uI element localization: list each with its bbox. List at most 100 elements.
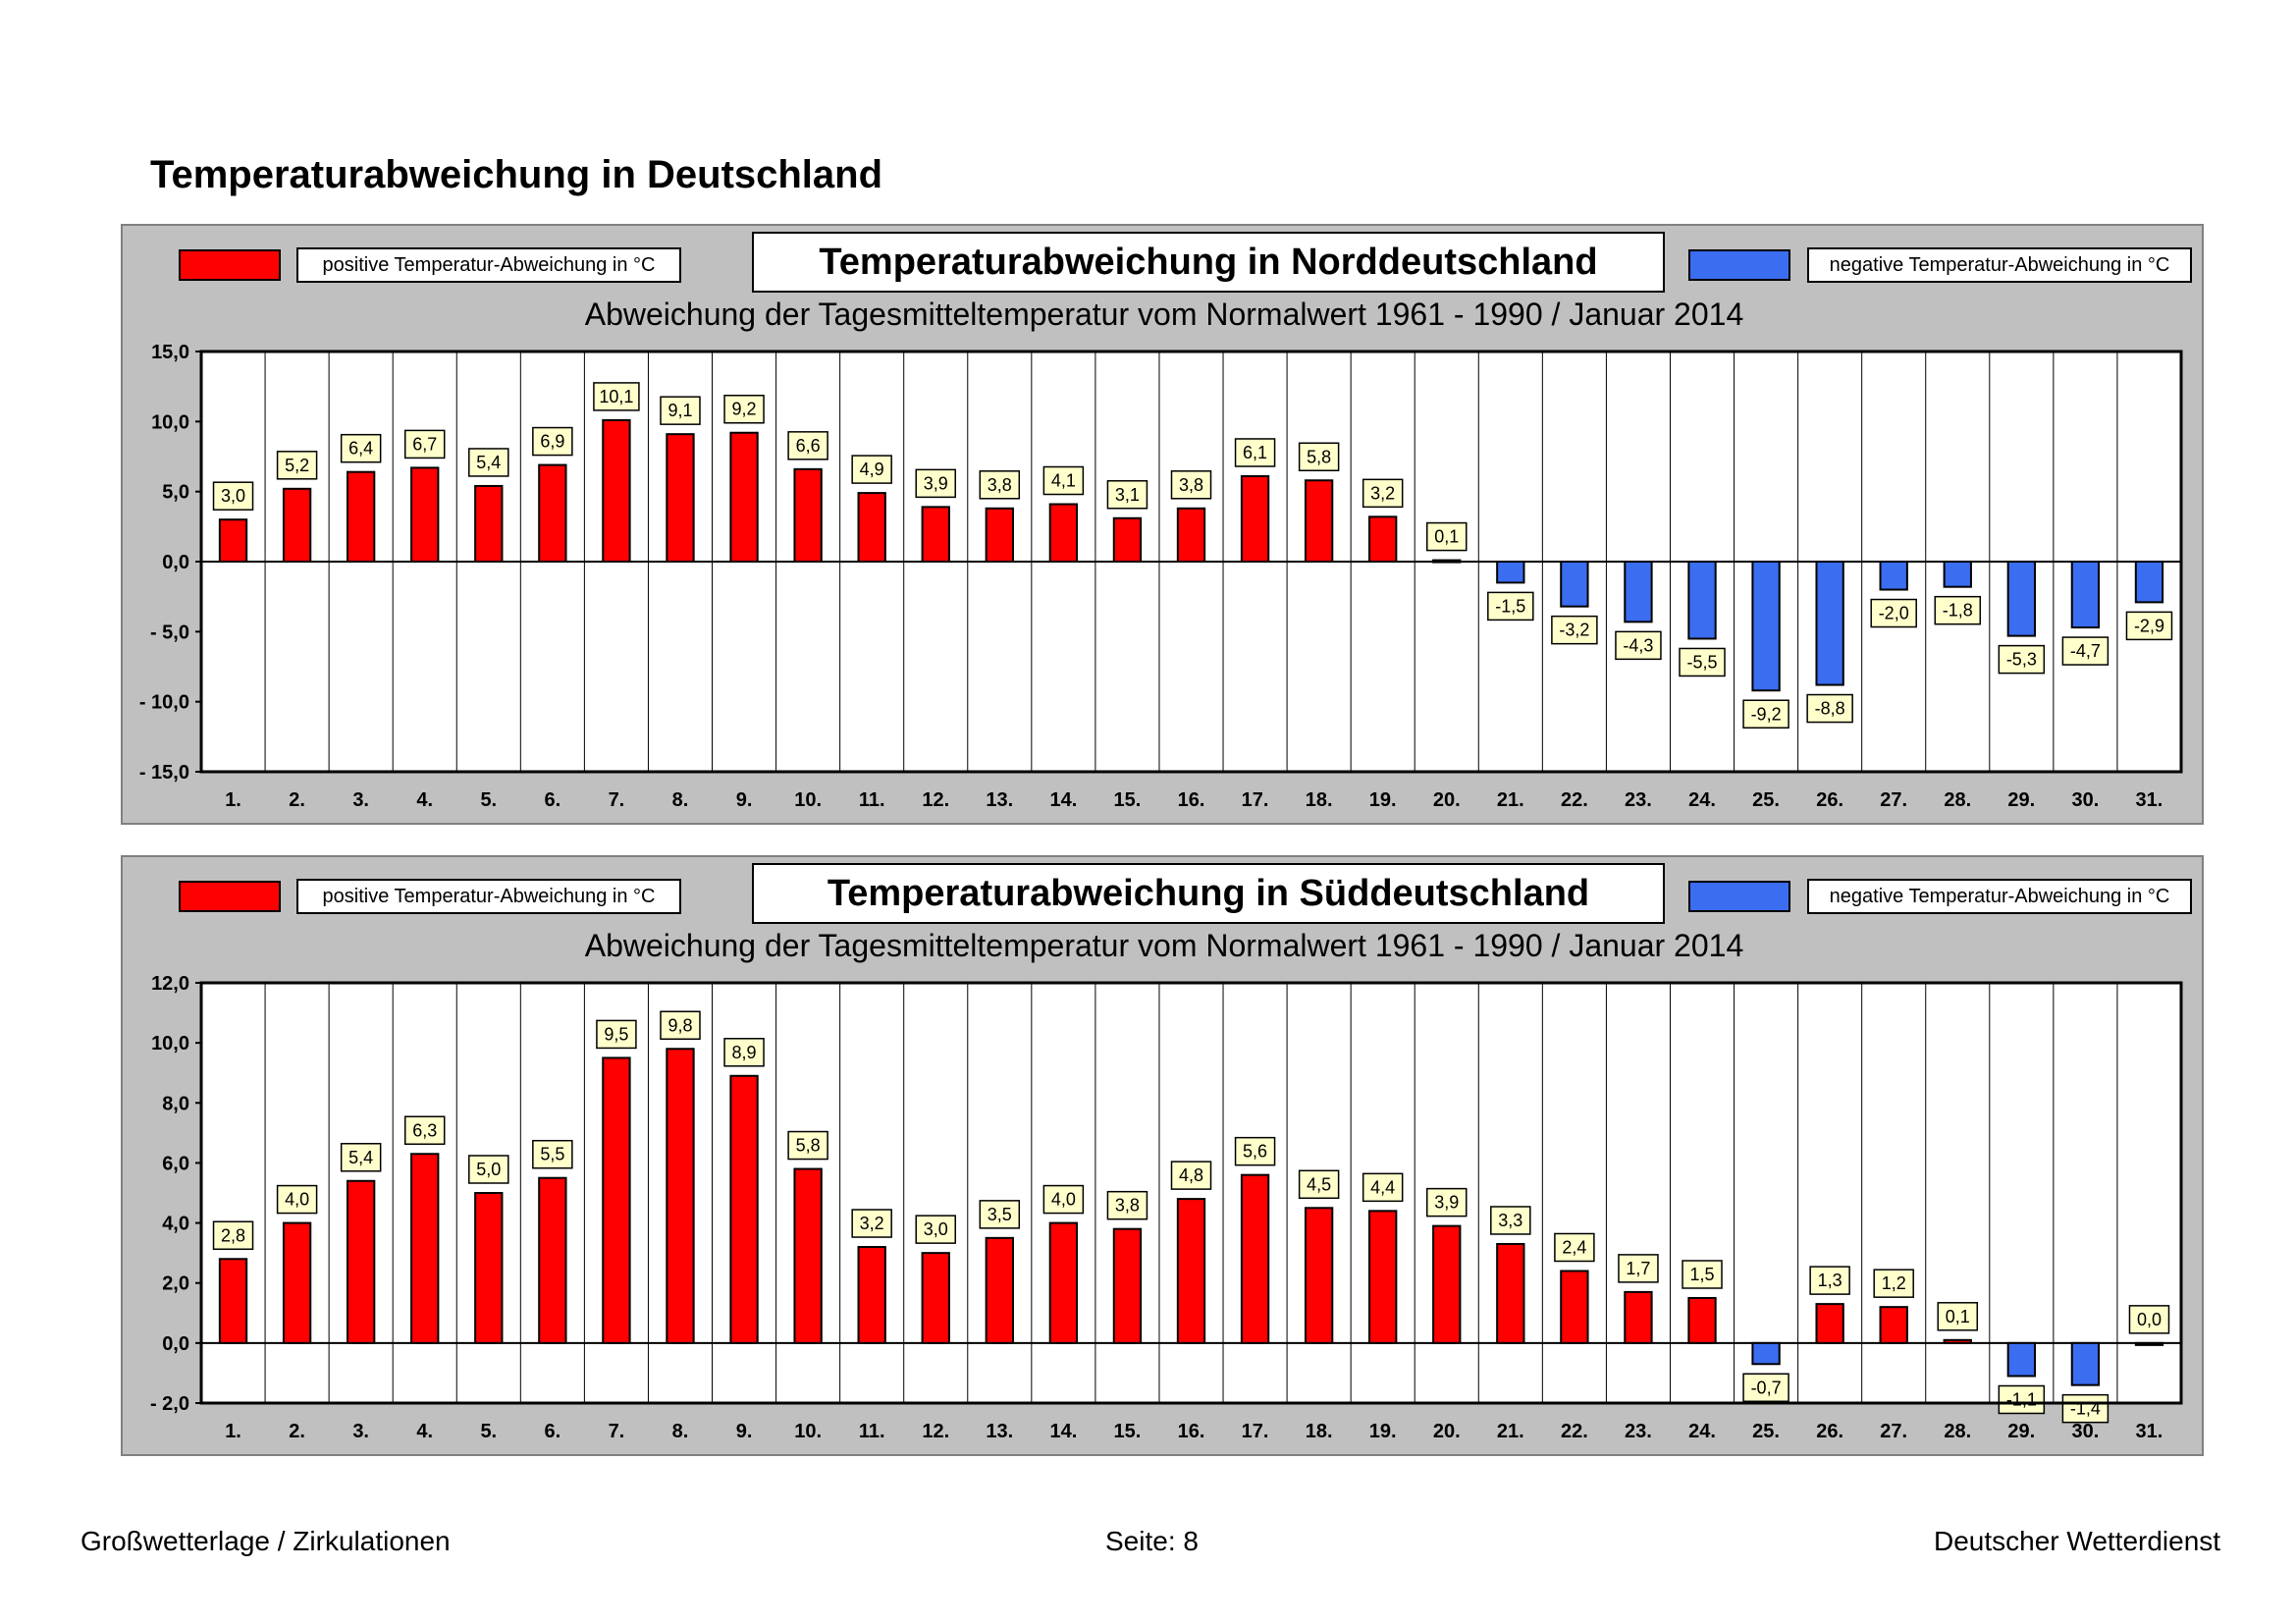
bar [1560, 561, 1589, 608]
bar [1751, 1341, 1781, 1366]
data-label: 3,1 [1115, 485, 1140, 505]
bar [602, 418, 631, 564]
bar [1112, 1227, 1143, 1344]
bar [857, 1246, 886, 1344]
footer-right: Deutscher Wetterdienst [1934, 1526, 2221, 1556]
data-label: -0,7 [1751, 1378, 1782, 1397]
bar [1368, 1210, 1398, 1344]
data-label: 2,4 [1562, 1237, 1586, 1257]
x-tick-label: 30. [2071, 1421, 2099, 1442]
bar [666, 433, 695, 563]
bar [1048, 503, 1079, 563]
y-tick-label: 15,0 [151, 342, 189, 363]
legend-positive-label: positive Temperatur-Abweichung in °C [296, 247, 681, 283]
data-label-box [1362, 478, 1404, 509]
y-tick-label: 4,0 [162, 1214, 189, 1235]
data-label: 4,0 [1051, 1190, 1076, 1210]
data-label: 5,5 [540, 1145, 564, 1164]
bar [410, 1153, 440, 1344]
data-label-box [660, 1010, 701, 1041]
y-tick-label: - 5,0 [150, 622, 189, 643]
data-label: 6,4 [348, 439, 373, 459]
data-label: -4,7 [2070, 641, 2101, 661]
x-tick-label: 17. [1242, 1421, 1269, 1442]
x-tick-label: 19. [1369, 1421, 1397, 1442]
data-label-box [979, 1200, 1021, 1229]
x-tick-label: 31. [2136, 789, 2163, 811]
y-tick-label: - 15,0 [139, 762, 189, 784]
bar [218, 1258, 248, 1344]
data-label: 3,0 [221, 486, 245, 506]
data-label: 3,5 [988, 1205, 1012, 1224]
data-label-box [1682, 1260, 1723, 1289]
data-label-box [1362, 1172, 1404, 1203]
data-label-box [1426, 521, 1468, 552]
x-tick-label: 15. [1114, 1421, 1142, 1442]
bar [1624, 1290, 1653, 1344]
x-tick-label: 27. [1880, 1421, 1907, 1442]
bar [1815, 1303, 1844, 1344]
bar [1368, 515, 1398, 563]
data-label: 4,8 [1179, 1165, 1203, 1185]
x-tick-label: 7. [609, 1421, 625, 1442]
x-tick-label: 20. [1433, 789, 1461, 811]
chart-panel-sued: positive Temperatur-Abweichung in °C Tem… [121, 855, 2204, 1456]
bar [1624, 561, 1653, 623]
x-tick-label: 11. [859, 789, 885, 811]
data-label-box [340, 1143, 382, 1172]
data-label-box [1487, 591, 1534, 622]
data-label: -1,8 [1943, 601, 1973, 621]
x-tick-label: 10. [794, 789, 822, 811]
data-label: 4,0 [285, 1190, 309, 1210]
data-label: 9,5 [604, 1024, 628, 1044]
data-label: 6,6 [796, 436, 821, 456]
bar [2006, 1341, 2037, 1378]
data-label-box [532, 1139, 573, 1169]
data-label-box [979, 470, 1021, 500]
legend-swatch-negative [1688, 881, 1790, 912]
x-tick-label: 28. [1944, 1421, 1971, 1442]
data-label: -5,5 [1687, 652, 1718, 672]
chart-sued: 12,0 10,0 8,0 6,0 4,0 2,0 0,0 - 2,0 2,8 1. 4,0 2. 5,… [150, 973, 2183, 1442]
data-label: 9,8 [667, 1015, 692, 1035]
x-tick-label: 23. [1625, 1421, 1652, 1442]
legend-negative-label: negative Temperatur-Abweichung in °C [1807, 879, 2192, 914]
data-label: 6,7 [412, 434, 437, 454]
legend-swatch-positive [179, 881, 281, 912]
data-label: 5,8 [796, 1136, 821, 1156]
data-label-box [1298, 1169, 1340, 1200]
data-label-box [1042, 465, 1085, 496]
data-label-box [851, 455, 892, 484]
bar [474, 484, 504, 564]
data-label-box [1170, 470, 1212, 500]
data-label-box [1809, 1266, 1850, 1295]
x-tick-label: 23. [1625, 789, 1652, 811]
x-tick-label: 14. [1049, 789, 1077, 811]
bar [2070, 561, 2101, 629]
data-label-box [276, 451, 318, 480]
data-label: 4,1 [1051, 471, 1076, 491]
data-label: 3,2 [1370, 483, 1395, 503]
x-tick-label: 11. [859, 1421, 885, 1442]
x-tick-label: 16. [1178, 789, 1205, 811]
bar [1879, 1306, 1908, 1344]
data-label: 3,3 [1498, 1211, 1522, 1230]
x-tick-label: 2. [289, 789, 305, 811]
data-label-box [787, 431, 828, 460]
bar [1879, 561, 1908, 591]
chart-subtitle: Abweichung der Tagesmitteltemperatur vom… [584, 928, 1744, 963]
x-tick-label: 4. [416, 1421, 433, 1442]
bar [1496, 561, 1525, 584]
x-tick-label: 29. [2007, 789, 2035, 811]
data-label-box [1170, 1161, 1212, 1190]
bar [1176, 1198, 1206, 1344]
bar [346, 1179, 376, 1344]
data-label: -3,2 [1559, 621, 1589, 640]
bar [985, 507, 1014, 563]
bar [2134, 1341, 2164, 1346]
data-label-box [596, 1019, 637, 1050]
data-label: -2,0 [1879, 604, 1909, 623]
bar [666, 1048, 695, 1344]
bar [474, 1192, 504, 1344]
data-label: 3,8 [988, 475, 1012, 495]
